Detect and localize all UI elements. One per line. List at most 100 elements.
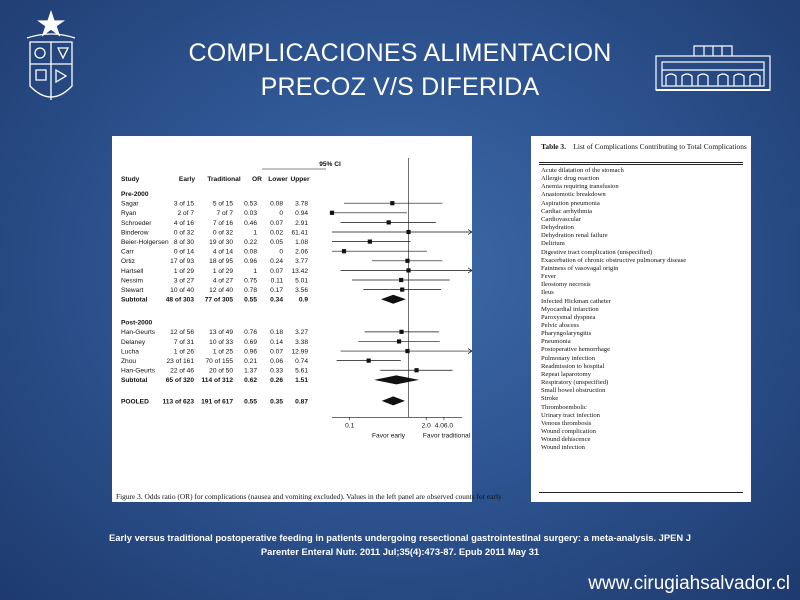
early-count: 17 of 93 xyxy=(170,258,194,265)
complication-item: Pelvic abscess xyxy=(541,321,579,329)
complication-item: Ileostomy necrosis xyxy=(541,281,591,289)
traditional-count: 191 of 617 xyxy=(201,398,233,405)
traditional-count: 12 of 40 xyxy=(209,287,233,294)
complication-item: Fever xyxy=(541,273,557,281)
odds-ratio-marker xyxy=(399,277,404,283)
study-name: Delaney xyxy=(121,339,146,346)
table-title-number: Table 3. xyxy=(541,142,566,151)
ci-lower-value: 0.17 xyxy=(270,287,283,294)
traditional-count: 1 of 29 xyxy=(213,268,233,275)
odds-ratio-marker xyxy=(406,229,411,235)
traditional-count: 4 of 14 xyxy=(213,249,233,256)
ci-upper-value: 5.01 xyxy=(295,277,308,284)
odds-ratio-marker xyxy=(329,210,335,215)
complication-item: Myocardial infarction xyxy=(541,305,599,313)
ci-lower-value: 0.07 xyxy=(270,348,283,355)
ci-upper-value: 1.08 xyxy=(295,239,308,246)
odds-ratio-value: 1 xyxy=(253,268,257,275)
traditional-count: 114 of 312 xyxy=(201,377,233,384)
ci-upper-value: 0.87 xyxy=(295,398,308,405)
citation-line1: Early versus traditional postoperative f… xyxy=(109,532,691,543)
odds-ratio-value: 0.76 xyxy=(244,329,257,336)
odds-ratio-value: 0.53 xyxy=(244,201,257,208)
ci-header: 95% CI xyxy=(319,161,341,168)
complications-table: Table 3. List of Complications Contribut… xyxy=(531,136,751,502)
study-name: Lucha xyxy=(121,348,139,355)
complication-item: Pharyngolaryngitis xyxy=(541,330,592,338)
pooled-diamond xyxy=(381,396,405,406)
ci-lower-value: 0.26 xyxy=(270,377,283,384)
ci-lower-value: 0.35 xyxy=(270,398,283,405)
odds-ratio-marker xyxy=(390,201,395,206)
traditional-count: 18 of 95 xyxy=(209,258,233,265)
odds-ratio-marker xyxy=(366,358,371,363)
study-name: Ryan xyxy=(121,210,137,217)
odds-ratio-value: 0.55 xyxy=(244,297,257,304)
complication-item: Delirium xyxy=(541,240,565,248)
study-name: Beier-Holgersen xyxy=(121,239,169,246)
study-name: Schroeder xyxy=(121,220,152,227)
traditional-count: 70 of 155 xyxy=(206,358,234,365)
complication-item: Ileus xyxy=(541,289,554,297)
odds-ratio-value: 0.78 xyxy=(244,287,257,294)
ci-upper-value: 13.42 xyxy=(291,268,308,275)
complication-item: Venous thrombosis xyxy=(541,419,592,427)
complication-item: Anastomotic breakdown xyxy=(541,191,606,199)
odds-ratio-marker xyxy=(406,268,411,273)
favor-early-label: Favor early xyxy=(372,432,406,439)
traditional-count: 10 of 33 xyxy=(209,339,233,346)
odds-ratio-value: 0.96 xyxy=(244,258,257,265)
ci-lower-value: 0.07 xyxy=(270,268,283,275)
complication-item: Anemia requiring transfusion xyxy=(541,183,619,191)
forest-plot-svg: 95% CI Study Early Traditional OR Lower Upper P… xyxy=(121,158,472,439)
odds-ratio-value: 0.08 xyxy=(244,249,257,256)
traditional-count: 77 of 305 xyxy=(205,297,234,304)
ci-lower-value: 0 xyxy=(279,210,283,217)
table-header-rule xyxy=(539,164,743,165)
ci-lower-value: 0 xyxy=(279,249,283,256)
ci-upper-value: 1.51 xyxy=(295,377,308,384)
odds-ratio-marker xyxy=(341,249,347,254)
ci-lower-value: 0.11 xyxy=(271,277,284,284)
study-name: Zhou xyxy=(121,358,136,365)
odds-ratio-value: 0.96 xyxy=(244,348,257,355)
group-label: Post-2000 xyxy=(121,320,152,327)
ci-lower-value: 0.14 xyxy=(270,339,283,346)
subtotal-diamond xyxy=(380,294,406,304)
traditional-header: Traditional xyxy=(207,176,241,183)
odds-ratio-value: 0.22 xyxy=(244,239,257,246)
early-count: 2 of 7 xyxy=(178,210,195,217)
odds-ratio-marker xyxy=(405,258,410,263)
ci-lower-value: 0.05 xyxy=(270,239,283,246)
complication-item: Dehydration xyxy=(541,224,574,232)
complication-item: Exacerbation of chronic obstructive pulm… xyxy=(541,256,687,264)
complication-item: Urinary tract infection xyxy=(541,411,600,419)
ci-upper-value: 12.99 xyxy=(291,348,308,355)
study-name: Sagar xyxy=(121,201,139,208)
odds-ratio-marker xyxy=(400,287,405,292)
complication-item: Respiratory (unspecified) xyxy=(541,379,609,387)
ci-upper-value: 2.06 xyxy=(295,249,308,256)
website-url[interactable]: www.cirugiahsalvador.cl xyxy=(588,573,790,594)
table-title-text: List of Complications Contributing to To… xyxy=(573,142,747,151)
table-top-rule xyxy=(539,162,743,163)
upper-header: Upper xyxy=(290,176,309,183)
ci-lower-value: 0.34 xyxy=(270,297,283,304)
complication-item: Small bowel obstruction xyxy=(541,387,606,395)
odds-ratio-value: 0.46 xyxy=(244,220,257,227)
complication-item: Cardiovascular xyxy=(541,215,581,223)
early-count: 65 of 320 xyxy=(166,377,195,384)
ci-lower-value: 0.06 xyxy=(270,358,283,365)
traditional-count: 5 of 15 xyxy=(213,201,233,208)
odds-ratio-marker xyxy=(414,368,419,373)
table-bottom-rule xyxy=(539,492,743,493)
x-axis-tick-label: 2.0 xyxy=(422,422,431,429)
early-header: Early xyxy=(179,176,195,183)
subtotal-label: Subtotal xyxy=(121,297,148,304)
traditional-count: 13 of 49 xyxy=(209,329,233,336)
odds-ratio-marker xyxy=(399,329,404,334)
x-axis-tick-label: 0.1 xyxy=(345,422,354,429)
complication-item: Cardiac arrhythmia xyxy=(541,207,593,215)
ci-lower-value: 0.08 xyxy=(270,201,283,208)
study-header: Study xyxy=(121,176,140,183)
